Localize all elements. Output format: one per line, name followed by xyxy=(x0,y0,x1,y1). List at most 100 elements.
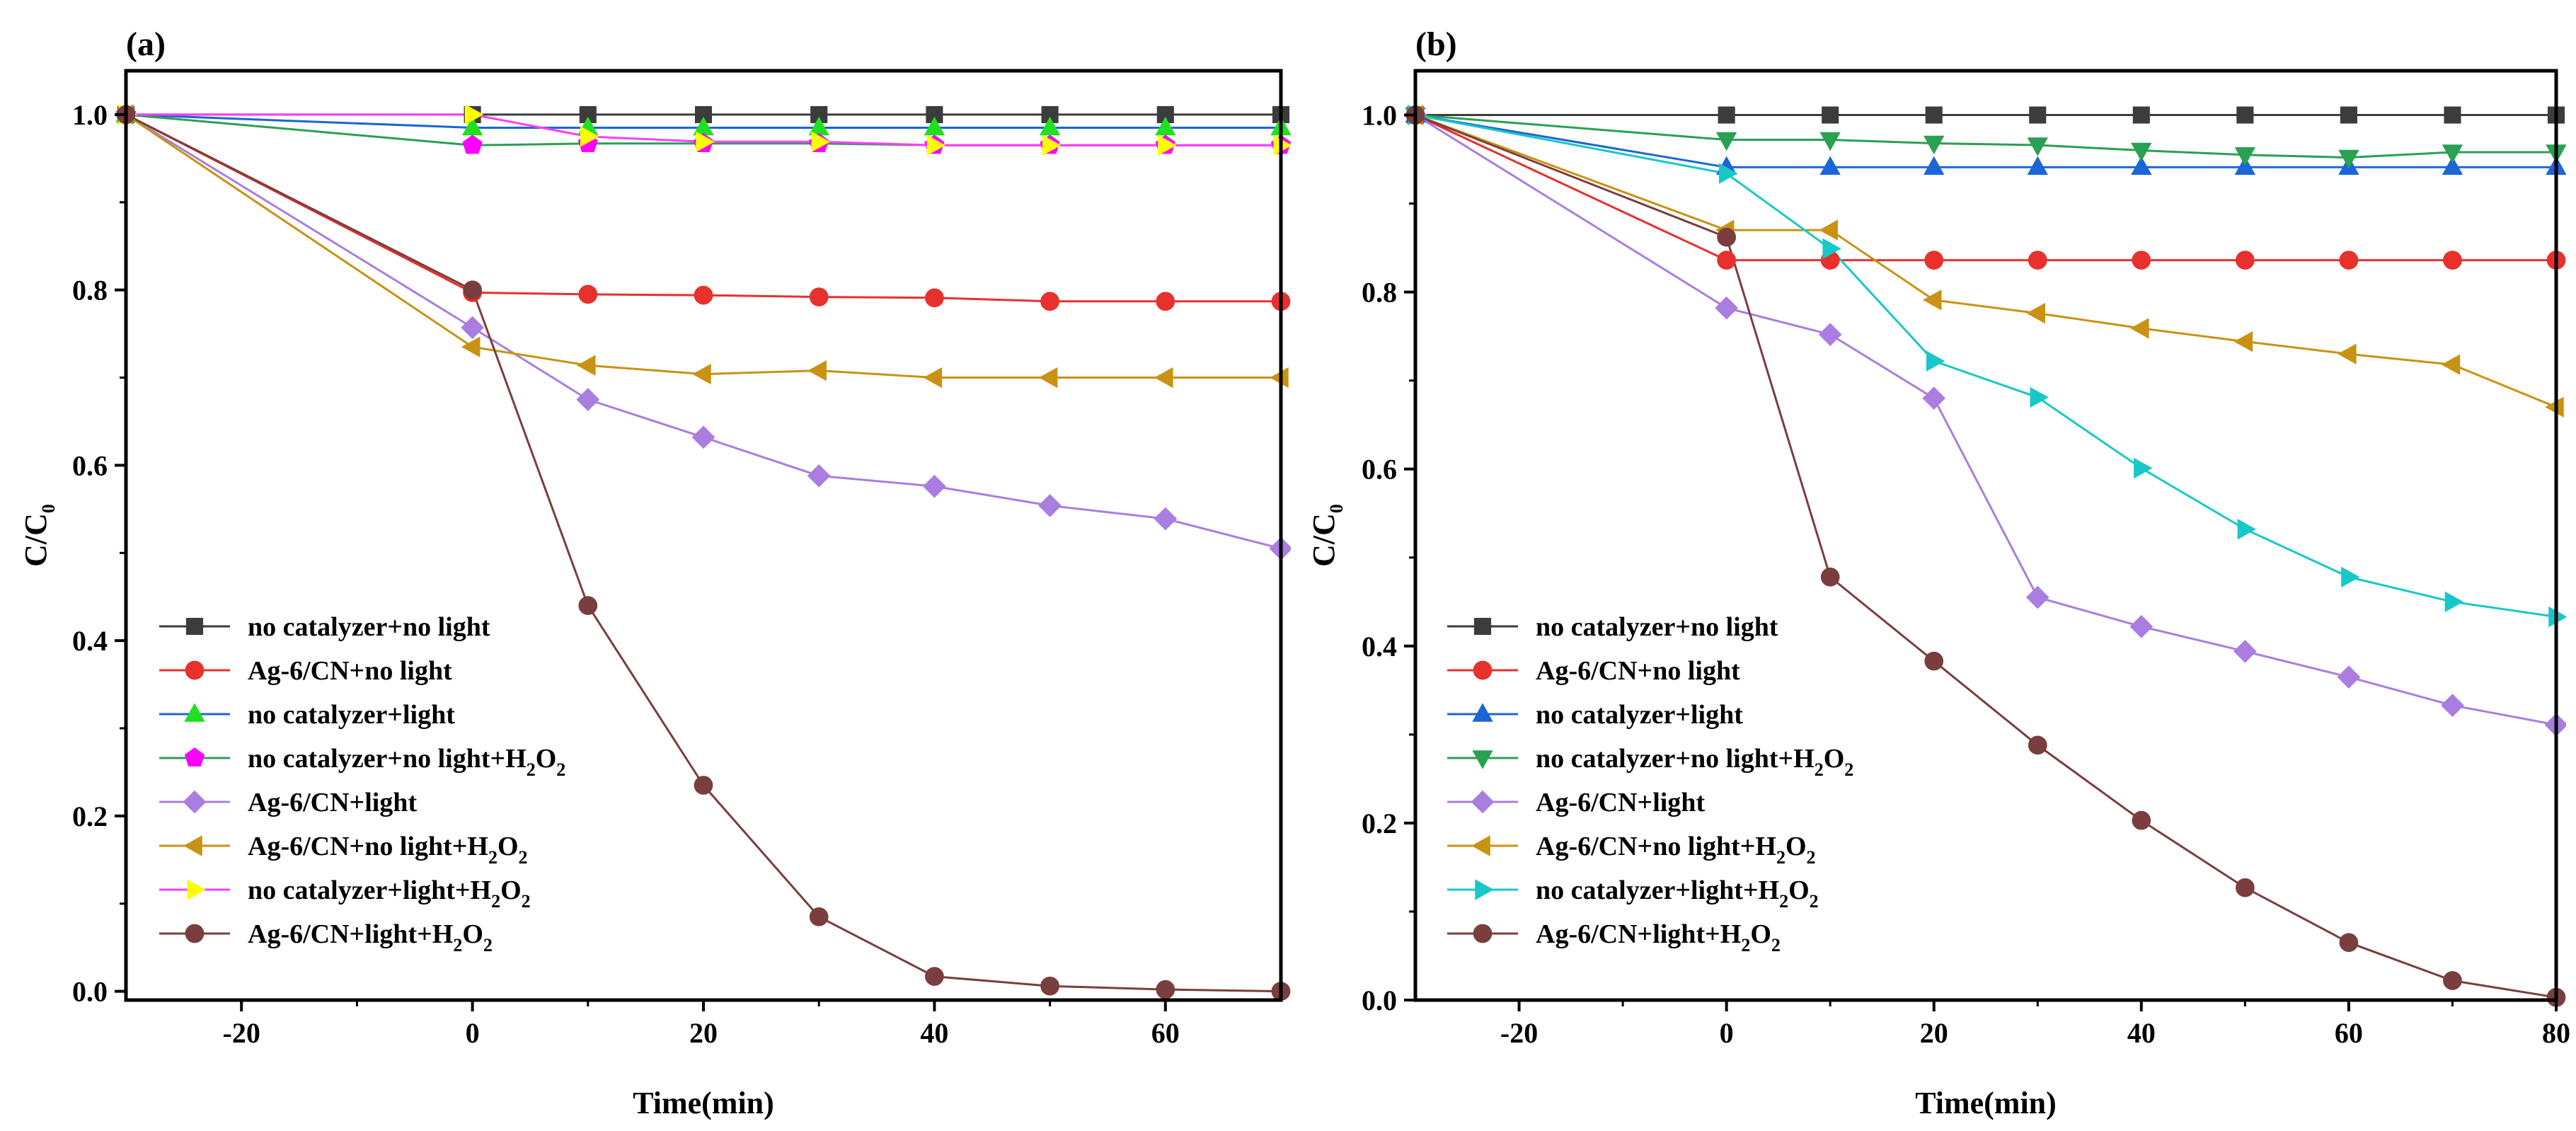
legend-label-b-6-mid: O xyxy=(1788,875,1810,905)
legend-label-a-6: no catalyzer+light+H2O2 xyxy=(248,875,531,912)
legend-label-b-5-sub1: 2 xyxy=(1776,847,1786,868)
legend-label-a-2: no catalyzer+light xyxy=(248,700,455,730)
data-point-b-5-7 xyxy=(2338,343,2357,364)
data-point-a-1-6 xyxy=(1040,292,1059,311)
legend-label-b-3-base: no catalyzer+no light+H xyxy=(1536,744,1815,774)
data-point-b-0-4 xyxy=(2029,106,2047,124)
data-point-b-1-3 xyxy=(1924,251,1944,270)
y-axis-label-base-a: C/C xyxy=(18,513,53,567)
legend-label-b-3: no catalyzer+no light+H2O2 xyxy=(1536,744,1853,780)
legend-marker-a-4 xyxy=(183,790,207,814)
y-tick-label-b-3: 0.6 xyxy=(1362,454,1397,486)
x-tick-label-b-3: 40 xyxy=(2127,1017,2156,1049)
data-point-b-1-4 xyxy=(2028,251,2047,270)
data-point-b-2-4 xyxy=(2027,156,2048,176)
data-point-a-6-2 xyxy=(580,126,599,147)
legend-marker-a-0 xyxy=(185,617,204,636)
data-point-b-7-6 xyxy=(2236,878,2255,897)
legend-label-a-6-base: no catalyzer+light+H xyxy=(248,875,491,905)
legend-label-a-3-sub1: 2 xyxy=(527,759,536,780)
legend-label-a-5-sub2: 2 xyxy=(519,847,528,868)
data-point-b-1-5 xyxy=(2132,251,2151,270)
legend-label-b-4: Ag-6/CN+light xyxy=(1536,788,1705,817)
x-tick-label-a-2: 20 xyxy=(689,1017,718,1049)
data-point-a-6-3 xyxy=(696,131,715,153)
series-group-a xyxy=(116,103,1291,1001)
series-line-b-4 xyxy=(1415,114,2557,726)
legend-label-a-7-sub2: 2 xyxy=(483,935,493,955)
y-axis-label-sub-b: 0 xyxy=(1326,504,1347,513)
data-point-b-3-4 xyxy=(2027,137,2048,156)
legend-marker-b-1 xyxy=(1473,660,1493,680)
data-point-a-6-4 xyxy=(811,131,830,153)
y-tick-label-a-1: 0.2 xyxy=(72,800,108,832)
y-tick-label-a-3: 0.6 xyxy=(72,449,108,481)
legend-label-a-5-mid: O xyxy=(498,832,519,861)
data-point-a-4-1 xyxy=(461,316,484,340)
y-tick-label-b-5: 1.0 xyxy=(1362,100,1397,132)
data-point-a-5-6 xyxy=(1038,367,1058,389)
data-point-b-0-1 xyxy=(1718,106,1735,124)
legend-label-a-0: no catalyzer+no light xyxy=(248,612,490,642)
data-point-b-7-8 xyxy=(2443,971,2462,990)
legend-label-a-1: Ag-6/CN+no light xyxy=(248,656,452,686)
series-line-a-5 xyxy=(125,113,1281,379)
legend-label-b-6-base: no catalyzer+light+H xyxy=(1536,875,1779,905)
data-point-a-1-7 xyxy=(1156,292,1175,311)
data-point-a-5-1 xyxy=(461,336,481,357)
legend-label-b-3-sub2: 2 xyxy=(1844,759,1853,780)
legend-label-b-6-sub1: 2 xyxy=(1779,891,1788,912)
legend-label-a-5-sub1: 2 xyxy=(488,847,498,868)
legend-marker-a-2 xyxy=(184,703,205,722)
data-point-b-7-2 xyxy=(1820,567,1840,587)
y-tick-label-a-5: 1.0 xyxy=(72,99,108,131)
data-point-b-0-3 xyxy=(1925,106,1943,124)
y-tick-label-a-2: 0.4 xyxy=(72,625,108,657)
legend-label-b-2-base: no catalyzer+light xyxy=(1536,700,1743,730)
legend-label-b-1-base: Ag-6/CN+no light xyxy=(1536,656,1740,686)
data-point-b-7-4 xyxy=(2028,735,2047,755)
y-tick-label-a-0: 0.0 xyxy=(72,976,108,1008)
data-point-b-4-7 xyxy=(2337,665,2361,689)
data-point-a-4-6 xyxy=(1038,494,1062,517)
data-point-a-5-5 xyxy=(923,367,943,389)
data-point-b-6-8 xyxy=(2444,591,2464,612)
legend-marker-b-7 xyxy=(1473,924,1493,943)
legend-label-b-7-base: Ag-6/CN+light+H xyxy=(1536,919,1741,949)
panel-label-a: (a) xyxy=(126,25,166,63)
data-point-b-5-2 xyxy=(1819,219,1838,241)
data-point-a-2-5 xyxy=(924,116,945,136)
data-point-b-2-3 xyxy=(1924,156,1945,176)
legend-label-b-7: Ag-6/CN+light+H2O2 xyxy=(1536,919,1781,955)
data-point-a-7-4 xyxy=(809,907,829,926)
legend-label-b-7-sub1: 2 xyxy=(1741,935,1750,955)
legend-label-a-7-mid: O xyxy=(462,919,483,949)
legend-label-b-2: no catalyzer+light xyxy=(1536,700,1743,730)
data-point-b-0-6 xyxy=(2236,106,2254,124)
data-point-a-6-7 xyxy=(1158,134,1177,156)
legend-label-b-5-base: Ag-6/CN+no light+H xyxy=(1536,832,1776,861)
data-point-b-6-5 xyxy=(2134,457,2153,479)
x-tick-label-b-4: 60 xyxy=(2335,1017,2363,1049)
data-point-b-0-5 xyxy=(2132,106,2150,124)
y-tick-label-b-1: 0.2 xyxy=(1362,808,1397,839)
data-point-b-0-8 xyxy=(2444,106,2461,124)
legend-label-a-6-sub1: 2 xyxy=(491,891,500,912)
legend-label-b-6: no catalyzer+light+H2O2 xyxy=(1536,875,1819,912)
y-axis-label-a: C/C0 xyxy=(18,504,59,567)
series-line-b-6 xyxy=(1415,114,2557,618)
data-point-b-2-2 xyxy=(1819,156,1841,176)
data-point-a-2-6 xyxy=(1039,116,1061,136)
data-point-a-6-1 xyxy=(464,104,484,125)
legend-label-a-6-mid: O xyxy=(500,875,522,905)
legend-marker-b-5 xyxy=(1471,835,1490,856)
y-axis-label-base-b: C/C xyxy=(1306,513,1341,567)
series-line-a-4 xyxy=(125,113,1282,550)
legend-label-b-7-mid: O xyxy=(1750,919,1771,949)
data-point-b-5-4 xyxy=(2026,302,2046,324)
legend-marker-a-6 xyxy=(187,879,206,900)
legend-label-b-7-sub2: 2 xyxy=(1771,935,1781,955)
legend-label-a-4-base: Ag-6/CN+light xyxy=(248,788,417,817)
legend-label-a-7-base: Ag-6/CN+light+H xyxy=(248,919,453,949)
x-tick-label-b-2: 20 xyxy=(1920,1017,1948,1049)
